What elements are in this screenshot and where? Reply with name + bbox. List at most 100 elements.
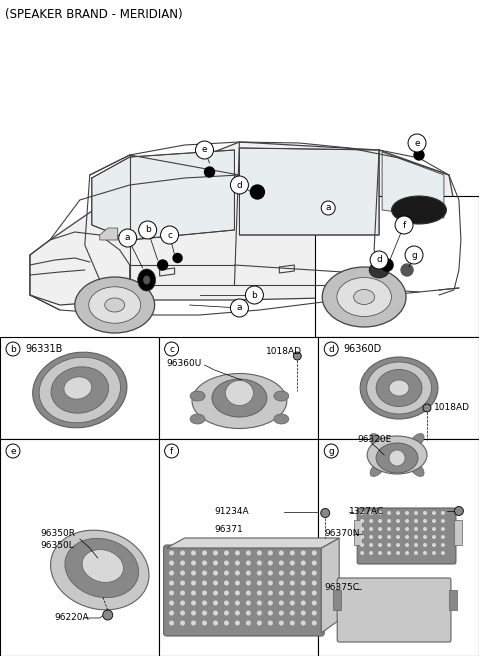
Circle shape [165,444,179,458]
Circle shape [257,590,262,596]
Ellipse shape [370,434,384,448]
Circle shape [423,551,427,555]
Circle shape [290,571,295,575]
Circle shape [312,581,317,586]
Ellipse shape [389,380,409,396]
Circle shape [169,581,174,586]
Circle shape [360,519,364,523]
Circle shape [268,621,273,626]
Circle shape [293,352,301,360]
Circle shape [405,543,409,547]
Circle shape [180,600,185,605]
Circle shape [204,167,215,177]
Ellipse shape [51,367,108,413]
Circle shape [301,621,306,626]
Circle shape [213,621,218,626]
Ellipse shape [274,414,289,424]
Circle shape [224,621,229,626]
Circle shape [202,611,207,615]
Circle shape [6,342,20,356]
Circle shape [6,444,20,458]
Circle shape [279,600,284,605]
Polygon shape [167,538,339,548]
Text: g: g [328,447,334,455]
Circle shape [387,511,391,515]
Circle shape [161,226,179,244]
Circle shape [191,560,196,565]
Circle shape [401,264,413,276]
Polygon shape [382,152,444,218]
Ellipse shape [190,414,205,424]
Circle shape [301,581,306,586]
Circle shape [246,571,251,575]
Circle shape [312,571,317,575]
Circle shape [360,527,364,531]
Ellipse shape [82,550,123,583]
Circle shape [235,571,240,575]
Circle shape [381,259,393,271]
Circle shape [180,560,185,565]
Circle shape [301,611,306,615]
Circle shape [246,600,251,605]
Circle shape [387,519,391,523]
Circle shape [369,519,373,523]
Text: 96375C: 96375C [324,583,359,592]
Circle shape [312,600,317,605]
Circle shape [408,134,426,152]
Circle shape [369,535,373,539]
Circle shape [279,571,284,575]
Text: c: c [167,230,172,239]
Circle shape [202,550,207,556]
Circle shape [378,543,382,547]
Circle shape [387,543,391,547]
Circle shape [441,519,445,523]
Circle shape [414,150,424,160]
Circle shape [224,600,229,605]
Circle shape [423,404,431,412]
Text: 96360U: 96360U [167,358,202,367]
Text: (SPEAKER BRAND - MERIDIAN): (SPEAKER BRAND - MERIDIAN) [5,8,182,21]
Circle shape [213,590,218,596]
Ellipse shape [226,380,253,405]
Circle shape [324,444,338,458]
Circle shape [257,600,262,605]
Circle shape [378,535,382,539]
Circle shape [441,535,445,539]
Circle shape [191,590,196,596]
Text: b: b [10,344,16,354]
Circle shape [169,611,174,615]
Circle shape [301,600,306,605]
Circle shape [213,611,218,615]
Ellipse shape [143,276,150,285]
Polygon shape [321,538,339,633]
Circle shape [257,560,262,565]
Circle shape [405,535,409,539]
Bar [333,590,341,610]
Circle shape [195,141,214,159]
Circle shape [389,450,405,466]
Circle shape [455,506,463,516]
Text: 96370N: 96370N [324,529,360,537]
Circle shape [423,535,427,539]
Ellipse shape [212,379,267,417]
Ellipse shape [354,289,374,304]
Text: c: c [169,344,174,354]
Circle shape [290,560,295,565]
Circle shape [396,511,400,515]
FancyBboxPatch shape [357,508,456,564]
Circle shape [312,621,317,626]
Bar [449,590,457,610]
Circle shape [213,581,218,586]
Text: e: e [202,146,207,155]
Circle shape [441,527,445,531]
Text: a: a [325,203,331,213]
Circle shape [290,621,295,626]
Ellipse shape [392,196,446,224]
Bar [158,439,318,656]
Circle shape [235,611,240,615]
Circle shape [405,527,409,531]
Circle shape [312,611,317,615]
Circle shape [246,550,251,556]
Ellipse shape [192,373,287,428]
Text: e: e [414,138,420,148]
